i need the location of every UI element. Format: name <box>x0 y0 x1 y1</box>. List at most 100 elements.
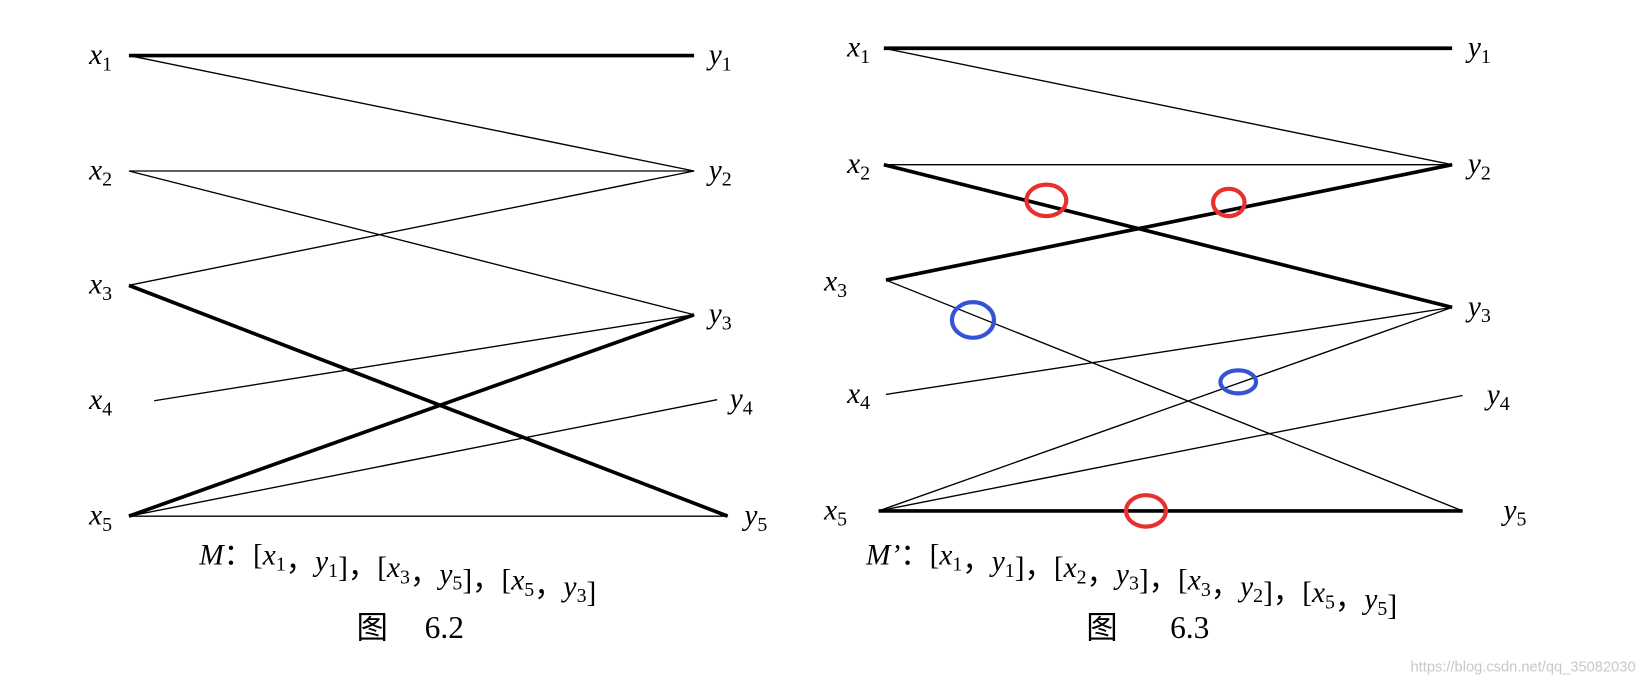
comma: ， <box>962 546 991 578</box>
colon: ： <box>900 539 929 571</box>
right-node-label: y2 <box>1465 148 1491 184</box>
bracket: [ <box>1054 552 1064 584</box>
right-node-label: y4 <box>1484 379 1510 415</box>
variable: y <box>706 154 723 186</box>
annotations <box>949 182 1259 529</box>
caption-prefix: 图 <box>1086 610 1117 645</box>
edge <box>885 279 1463 512</box>
variable: y <box>1501 494 1518 526</box>
variable: x <box>846 378 860 410</box>
variable: y <box>1237 571 1254 603</box>
right-node-label: y2 <box>706 154 732 190</box>
left-node-label: x4 <box>846 378 870 414</box>
subscript: 1 <box>1005 560 1015 582</box>
subscript: 5 <box>102 514 112 536</box>
subscript: 3 <box>1201 579 1211 601</box>
edge <box>128 170 695 287</box>
variable: y <box>1113 558 1130 590</box>
variable: y <box>312 546 329 578</box>
comma: ， <box>534 571 563 603</box>
comma: ， <box>1024 552 1053 584</box>
comma: ， <box>1211 571 1240 603</box>
comma: ， <box>410 558 439 590</box>
colon: ： <box>224 539 253 571</box>
bracket: [ <box>501 565 511 597</box>
edge <box>878 394 1463 512</box>
bracket: [ <box>1178 565 1188 597</box>
subscript: 1 <box>1481 46 1491 68</box>
subscript: 4 <box>1500 393 1510 415</box>
edge <box>128 399 718 517</box>
subscript: 1 <box>276 554 286 576</box>
comma: ， <box>348 552 377 584</box>
variable: x <box>1311 577 1325 609</box>
bracket: ] <box>462 565 472 597</box>
subscript: 2 <box>1481 162 1491 184</box>
left-node-label: x3 <box>88 269 112 305</box>
subscript: 5 <box>452 573 462 595</box>
left-node-label: x2 <box>88 154 112 190</box>
blue-circle <box>1218 368 1259 396</box>
bracket: [ <box>253 539 263 571</box>
variable: x <box>88 269 102 301</box>
variable: x <box>386 552 400 584</box>
variable: x <box>846 148 860 180</box>
subscript: 3 <box>1129 573 1139 595</box>
subscript: 5 <box>1517 509 1527 531</box>
variable: x <box>88 154 102 186</box>
subscript: 4 <box>102 398 112 420</box>
subscript: 3 <box>1481 305 1491 327</box>
variable: y <box>1465 32 1482 64</box>
subscript: 1 <box>952 554 962 576</box>
blue-circle <box>949 300 997 340</box>
variable: x <box>846 32 860 64</box>
bracket: [ <box>377 552 387 584</box>
comma: ， <box>286 546 315 578</box>
right-node-label: y1 <box>1465 32 1491 68</box>
bracket: ] <box>1387 590 1397 622</box>
bracket: ] <box>1139 565 1149 597</box>
variable: x <box>823 494 837 526</box>
subscript: 5 <box>1377 598 1387 620</box>
variable: y <box>436 558 453 590</box>
subscript: 3 <box>102 283 112 305</box>
bracket: ] <box>587 577 597 609</box>
edge <box>883 47 1453 166</box>
variable: y <box>706 39 723 71</box>
bold-edge <box>128 312 695 518</box>
bold-edge <box>885 162 1453 282</box>
subscript: 5 <box>837 509 847 531</box>
variable: y <box>1465 148 1482 180</box>
subscript: 3 <box>837 280 847 302</box>
bracket: ] <box>1015 552 1025 584</box>
comma: ， <box>1087 558 1116 590</box>
bold-edge <box>128 283 729 518</box>
caption-number: 6.2 <box>425 610 464 645</box>
bracket: [ <box>1302 577 1312 609</box>
subscript: 3 <box>722 312 732 334</box>
bracket: [ <box>930 539 940 571</box>
edge <box>128 54 695 172</box>
bracket: ] <box>338 552 348 584</box>
left-node-label: x3 <box>823 266 847 302</box>
right-node-label: y3 <box>706 298 732 334</box>
subscript: 2 <box>722 169 732 191</box>
matching: M’：[x1，y1]，[x2，y3]，[x3，y2]，[x5，y5] <box>865 539 1397 621</box>
subscript: 5 <box>524 579 534 601</box>
red-circle <box>1123 493 1168 529</box>
subscript: 2 <box>1253 585 1263 607</box>
bold-edge <box>883 162 1453 310</box>
subscript: 1 <box>102 53 112 75</box>
variable: x <box>88 39 102 71</box>
watermark: https://blog.csdn.net/qq_35082030 <box>1411 659 1636 675</box>
variable: x <box>88 500 102 532</box>
subscript: 5 <box>757 514 767 536</box>
variable: x <box>1063 552 1077 584</box>
subscript: 1 <box>328 560 338 582</box>
matching-name: M <box>198 539 225 571</box>
edge <box>885 306 1453 396</box>
subscript: 2 <box>860 162 870 184</box>
right-node-label: y1 <box>706 39 732 75</box>
variable: y <box>727 383 744 415</box>
